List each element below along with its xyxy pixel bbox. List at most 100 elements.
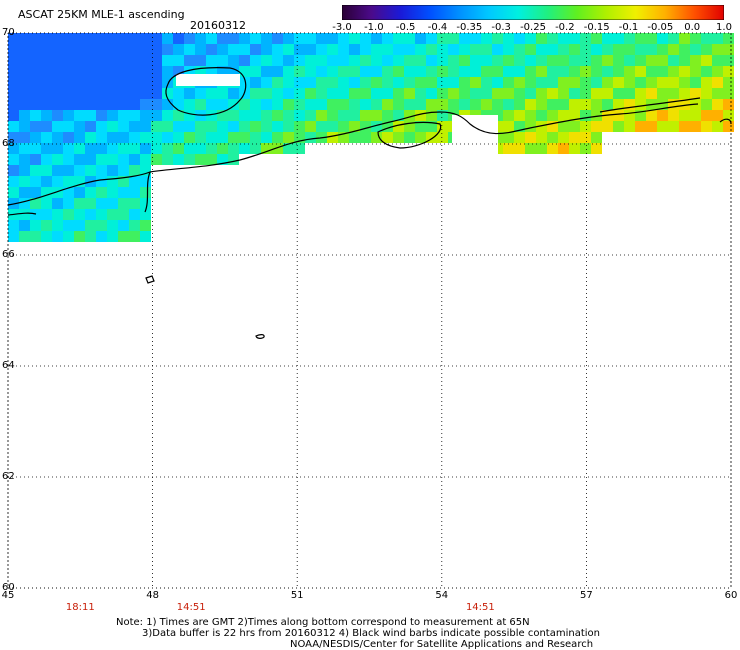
wind-cell xyxy=(602,66,613,77)
wind-cell xyxy=(41,55,52,66)
wind-cell xyxy=(74,110,85,121)
wind-cell xyxy=(30,110,41,121)
wind-cell xyxy=(294,88,305,99)
wind-cell xyxy=(74,154,85,165)
wind-cell xyxy=(140,55,151,66)
wind-cell xyxy=(184,132,195,143)
wind-cell xyxy=(41,220,52,231)
longitude-label: 54 xyxy=(435,590,449,601)
wind-cell xyxy=(525,121,536,132)
wind-cell xyxy=(30,121,41,132)
wind-cell xyxy=(250,99,261,110)
wind-cell xyxy=(96,231,107,242)
wind-cell xyxy=(547,33,558,44)
wind-cell xyxy=(679,55,690,66)
wind-cell xyxy=(30,44,41,55)
wind-cell xyxy=(8,77,19,88)
wind-cell xyxy=(63,165,74,176)
wind-cell xyxy=(283,33,294,44)
wind-cell xyxy=(657,44,668,55)
wind-cell xyxy=(404,66,415,77)
wind-cell xyxy=(52,231,63,242)
wind-cell xyxy=(404,77,415,88)
wind-cell xyxy=(206,55,217,66)
wind-cell xyxy=(52,66,63,77)
wind-cell xyxy=(547,143,558,154)
wind-cell xyxy=(129,220,140,231)
wind-cell xyxy=(459,33,470,44)
wind-cell xyxy=(217,154,228,165)
coastline-path xyxy=(7,212,37,216)
wind-cell xyxy=(360,121,371,132)
wind-cell xyxy=(283,88,294,99)
wind-cell xyxy=(723,77,734,88)
wind-cell xyxy=(602,33,613,44)
wind-cell xyxy=(602,55,613,66)
wind-cell xyxy=(228,121,239,132)
wind-cell xyxy=(107,99,118,110)
wind-cell xyxy=(118,88,129,99)
wind-cell xyxy=(294,55,305,66)
latitude-label: 60 xyxy=(2,582,15,593)
wind-cell xyxy=(712,33,723,44)
wind-cell xyxy=(547,66,558,77)
wind-cell xyxy=(591,132,602,143)
wind-cell xyxy=(635,121,646,132)
wind-cell xyxy=(217,33,228,44)
wind-cell xyxy=(415,88,426,99)
wind-cell xyxy=(184,143,195,154)
wind-cell xyxy=(305,110,316,121)
wind-cell xyxy=(283,77,294,88)
wind-cell xyxy=(129,176,140,187)
wind-cell xyxy=(74,77,85,88)
wind-cell xyxy=(668,88,679,99)
wind-cell xyxy=(85,231,96,242)
wind-cell xyxy=(151,143,162,154)
wind-cell xyxy=(371,66,382,77)
wind-cell xyxy=(723,44,734,55)
wind-cell xyxy=(217,44,228,55)
wind-cell xyxy=(503,55,514,66)
wind-cell xyxy=(41,99,52,110)
wind-cell xyxy=(206,99,217,110)
wind-cell xyxy=(217,143,228,154)
wind-cell xyxy=(140,220,151,231)
wind-cell xyxy=(492,77,503,88)
wind-cell xyxy=(646,77,657,88)
wind-cell xyxy=(85,143,96,154)
wind-cell xyxy=(162,88,173,99)
wind-cell xyxy=(624,99,635,110)
wind-cell xyxy=(162,77,173,88)
island-outline xyxy=(255,334,265,339)
wind-cell xyxy=(30,231,41,242)
wind-cell xyxy=(52,77,63,88)
wind-cell xyxy=(63,33,74,44)
wind-cell xyxy=(349,88,360,99)
wind-cell xyxy=(96,99,107,110)
wind-cell xyxy=(426,110,437,121)
wind-cell xyxy=(723,121,734,132)
wind-cell xyxy=(228,66,239,77)
wind-cell xyxy=(96,88,107,99)
wind-cell xyxy=(481,77,492,88)
wind-cell xyxy=(118,187,129,198)
wind-cell xyxy=(712,55,723,66)
wind-cell xyxy=(679,99,690,110)
wind-cell xyxy=(514,88,525,99)
wind-cell xyxy=(129,110,140,121)
wind-cell xyxy=(239,77,250,88)
wind-cell xyxy=(360,33,371,44)
wind-cell xyxy=(569,66,580,77)
coastline-path xyxy=(144,171,151,213)
wind-cell xyxy=(371,99,382,110)
wind-cell xyxy=(360,55,371,66)
colorbar-tick-label: -0.4 xyxy=(427,22,448,33)
wind-cell xyxy=(74,44,85,55)
longitude-label: 45 xyxy=(1,590,15,601)
wind-cell xyxy=(272,77,283,88)
wind-cell xyxy=(250,143,261,154)
wind-cell xyxy=(723,110,734,121)
wind-cell xyxy=(30,33,41,44)
wind-cell xyxy=(140,209,151,220)
colorbar-gradient xyxy=(342,5,724,20)
